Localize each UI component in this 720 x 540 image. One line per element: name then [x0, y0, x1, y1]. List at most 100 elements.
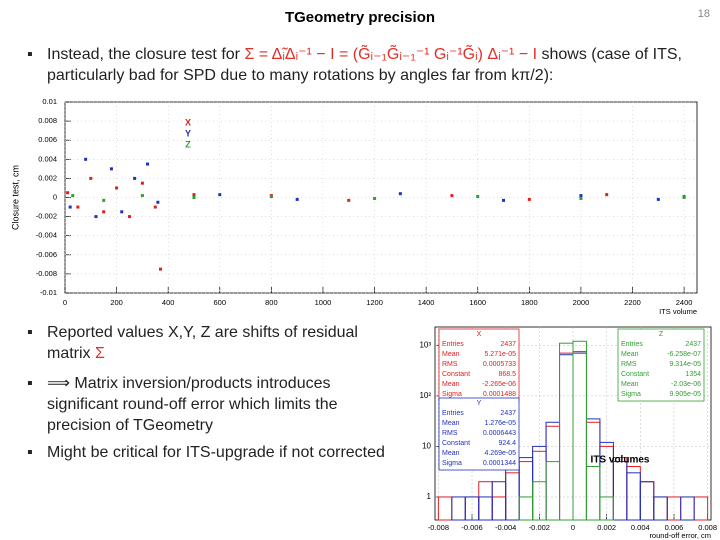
y-tick-label: 10³ — [419, 340, 431, 349]
histogram-bar — [545, 461, 561, 521]
point — [502, 198, 506, 202]
point — [84, 157, 88, 161]
point — [527, 197, 531, 201]
stats-label: Sigma — [442, 391, 462, 398]
bullet: ⟹ Matrix inversion/products introduces s… — [25, 373, 400, 436]
stats-value: 924.4 — [498, 440, 516, 447]
stats-value: 9.314e-05 — [669, 361, 701, 368]
point — [269, 195, 273, 199]
y-tick-label: -0.01 — [40, 288, 57, 297]
point — [192, 193, 196, 197]
point — [373, 196, 377, 200]
stats-value: 0.0006443 — [483, 430, 516, 437]
x-tick-label: -0.004 — [495, 523, 516, 532]
x-tick-label: 2400 — [676, 298, 693, 307]
x-tick-label: -0.002 — [529, 523, 550, 532]
point — [656, 197, 660, 201]
stats-label: Mean — [621, 351, 639, 358]
formula: Σ = Δ̃ᵢΔᵢ⁻¹ − I = (G̃ᵢ₋₁G̃ᵢ₋₁⁻¹ Gᵢ⁻¹G̃ᵢ)… — [244, 46, 538, 63]
bullet-text: shows (case of ITS, particularly bad for… — [47, 46, 682, 84]
x-axis-label: ITS volume — [659, 307, 697, 314]
slide-title: TGeometry precision — [284, 9, 436, 26]
bullet: Reported values X,Y, Z are shifts of res… — [25, 322, 400, 364]
point — [68, 205, 72, 209]
point — [89, 176, 93, 180]
stats-value: 1354 — [685, 371, 701, 378]
point — [579, 196, 583, 200]
formula: Σ — [95, 345, 105, 362]
y-tick-label: 0 — [53, 192, 57, 201]
point — [450, 194, 454, 198]
x-tick-label: 0.002 — [597, 523, 616, 532]
point — [682, 196, 686, 199]
stats-value: 0.0005733 — [483, 361, 516, 368]
stats-value: 0.0001488 — [483, 391, 516, 398]
stats-label: Mean — [442, 381, 460, 388]
histogram-bar — [626, 472, 641, 521]
stats-box — [438, 328, 520, 402]
x-tick-label: 200 — [110, 298, 123, 307]
histogram-chart: 1 10 10² 10³ -0.008 -0.006 -0.004 -0.002 0 0.002 0… — [419, 326, 717, 540]
y-tick-label: 0.006 — [38, 135, 57, 144]
point — [102, 198, 106, 202]
histogram-bar — [639, 481, 655, 521]
scatter-chart: -0.01 -0.008 -0.006 -0.004 -0.002 0 0.002 0.004… — [10, 97, 698, 314]
legend-label: X — [185, 117, 191, 127]
histogram-bar — [612, 461, 628, 521]
point — [120, 210, 124, 214]
histogram-bar — [572, 352, 587, 521]
y-tick-label: -0.006 — [36, 250, 57, 259]
histogram-bar — [478, 481, 493, 521]
histogram-bar — [585, 466, 601, 521]
page-number: 18 — [697, 8, 710, 20]
bullet-text: Reported values X,Y, Z are shifts of res… — [47, 324, 358, 362]
histogram-bar — [626, 466, 641, 521]
histogram-bar — [612, 457, 628, 521]
stats-value: 5.271e-05 — [484, 351, 516, 358]
x-tick-label: 0.006 — [665, 523, 684, 532]
y-tick-label: -0.004 — [36, 231, 57, 240]
point — [347, 198, 351, 202]
histogram-bar — [559, 352, 574, 521]
x-tick-label: 600 — [214, 298, 227, 307]
point — [71, 194, 75, 198]
point — [76, 205, 80, 209]
histogram-bar — [572, 340, 587, 521]
stats-value: 0.0001344 — [483, 460, 516, 467]
stats-label: Mean — [442, 450, 460, 457]
stats-value: -6.258e-07 — [667, 351, 701, 358]
stats-header: Z — [659, 331, 664, 338]
histogram-bar — [585, 421, 601, 521]
histogram-bar — [639, 481, 655, 521]
stats-label: Entries — [621, 341, 643, 348]
point — [94, 215, 98, 219]
stats-label: RMS — [621, 361, 637, 368]
bullet: Instead, the closure test for Σ = Δ̃ᵢΔᵢ⁻… — [25, 44, 715, 86]
point — [295, 197, 299, 201]
stats-value: 868.5 — [498, 371, 516, 378]
stats-label: RMS — [442, 361, 458, 368]
x-tick-label: 1600 — [469, 298, 486, 307]
x-tick-label: 1400 — [418, 298, 435, 307]
stats-label: Constant — [442, 440, 470, 447]
histogram-bar — [532, 450, 547, 521]
point — [109, 167, 113, 171]
y-tick-label: 10 — [422, 442, 431, 451]
x-tick-label: 2000 — [573, 298, 590, 307]
point — [158, 267, 162, 271]
stats-label: Constant — [621, 371, 649, 378]
bullet-text: ⟹ Matrix inversion/products introduces s… — [47, 375, 338, 434]
histogram-bar — [437, 496, 453, 521]
histogram-bar — [585, 418, 601, 521]
stats-label: Entries — [442, 341, 464, 348]
x-tick-label: 2200 — [624, 298, 641, 307]
y-axis-label: Closure test, cm — [10, 165, 20, 230]
y-tick-label: -0.002 — [36, 212, 57, 221]
x-tick-label: 1000 — [315, 298, 332, 307]
bullet-text: Instead, the closure test for — [47, 46, 245, 63]
x-tick-label: -0.006 — [461, 523, 482, 532]
stats-label: Sigma — [621, 391, 641, 398]
point — [133, 176, 137, 180]
point — [146, 162, 150, 166]
